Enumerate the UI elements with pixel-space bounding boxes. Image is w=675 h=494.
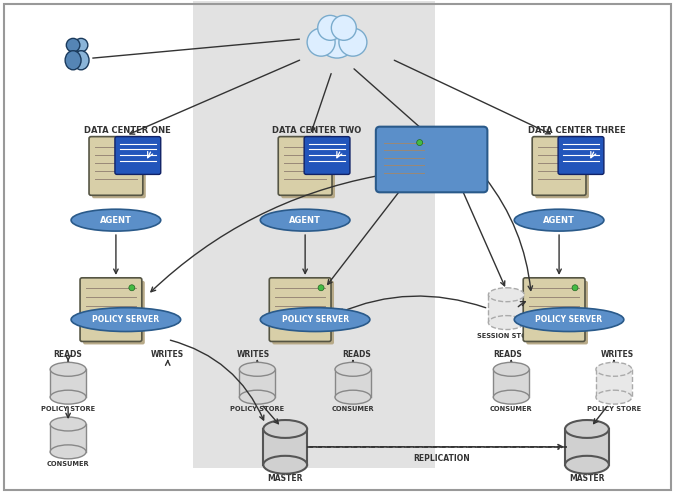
Polygon shape [240,370,275,397]
Text: AGENT: AGENT [100,216,132,225]
FancyBboxPatch shape [269,278,331,341]
Ellipse shape [565,420,609,438]
Ellipse shape [261,308,370,331]
Ellipse shape [514,308,624,331]
Circle shape [319,144,325,150]
FancyBboxPatch shape [80,278,142,341]
Ellipse shape [73,51,89,70]
Circle shape [66,39,80,52]
Text: READS: READS [342,350,371,359]
Ellipse shape [596,390,632,404]
FancyBboxPatch shape [378,133,429,188]
Ellipse shape [50,445,86,459]
FancyBboxPatch shape [376,126,487,192]
Circle shape [318,15,343,41]
FancyBboxPatch shape [281,140,335,198]
Text: POLICY SERVER: POLICY SERVER [535,315,603,324]
FancyBboxPatch shape [89,137,143,195]
Circle shape [416,140,423,146]
Ellipse shape [240,362,275,376]
Text: CONSUMER: CONSUMER [490,406,533,412]
Polygon shape [50,424,86,452]
Ellipse shape [493,362,529,376]
Ellipse shape [263,456,307,474]
FancyBboxPatch shape [115,137,161,174]
Text: CONSUMER: CONSUMER [331,406,374,412]
Text: POLICY STORE: POLICY STORE [230,406,284,412]
Text: POLICY STORE: POLICY STORE [41,406,95,412]
Circle shape [339,28,367,56]
Text: DATA CENTER TWO: DATA CENTER TWO [273,126,362,135]
Text: SESSION STORE: SESSION STORE [477,333,536,339]
Polygon shape [263,429,307,465]
Polygon shape [596,370,632,397]
Text: POLICY SERVER: POLICY SERVER [92,315,159,324]
Ellipse shape [263,420,307,438]
Circle shape [331,15,356,41]
Text: LOGIN SERVERS
WITH AGENT: LOGIN SERVERS WITH AGENT [398,148,466,167]
Circle shape [307,28,335,56]
Text: MASTER: MASTER [267,474,303,483]
Ellipse shape [50,390,86,404]
FancyBboxPatch shape [278,137,332,195]
Polygon shape [493,370,529,397]
Text: READS: READS [54,350,82,359]
Text: WRITES: WRITES [600,350,633,359]
Text: REPLICATION: REPLICATION [413,454,470,463]
Ellipse shape [489,288,524,302]
Ellipse shape [65,51,81,70]
Polygon shape [489,295,524,323]
FancyBboxPatch shape [381,136,433,191]
Circle shape [572,285,578,291]
Text: DATA CENTER ONE: DATA CENTER ONE [84,126,171,135]
Ellipse shape [514,209,604,231]
Ellipse shape [335,362,371,376]
Ellipse shape [261,209,350,231]
FancyBboxPatch shape [535,140,589,198]
Ellipse shape [565,456,609,474]
Ellipse shape [71,209,161,231]
Circle shape [129,285,135,291]
Polygon shape [335,370,371,397]
FancyBboxPatch shape [558,137,604,174]
Text: CONSUMER: CONSUMER [47,461,89,467]
Text: DATA CENTER THREE: DATA CENTER THREE [529,126,626,135]
Ellipse shape [493,390,529,404]
Polygon shape [50,370,86,397]
FancyBboxPatch shape [92,140,146,198]
FancyBboxPatch shape [532,137,586,195]
Polygon shape [565,429,609,465]
FancyBboxPatch shape [526,281,588,344]
Circle shape [318,285,324,291]
Ellipse shape [240,390,275,404]
Ellipse shape [50,362,86,376]
Text: MASTER: MASTER [569,474,605,483]
Bar [192,1,435,468]
Ellipse shape [596,362,632,376]
Circle shape [318,20,356,58]
FancyBboxPatch shape [304,137,350,174]
Text: WRITES: WRITES [151,350,184,359]
Ellipse shape [71,308,181,331]
Ellipse shape [489,316,524,329]
Circle shape [74,39,88,52]
FancyBboxPatch shape [83,281,145,344]
Text: AGENT: AGENT [543,216,575,225]
FancyBboxPatch shape [272,281,334,344]
Text: POLICY STORE: POLICY STORE [587,406,641,412]
Circle shape [573,144,579,150]
Text: READS: READS [493,350,522,359]
Ellipse shape [335,390,371,404]
Text: WRITES: WRITES [237,350,270,359]
Ellipse shape [50,417,86,431]
Text: AGENT: AGENT [289,216,321,225]
Circle shape [130,144,136,150]
FancyBboxPatch shape [523,278,585,341]
Text: POLICY SERVER: POLICY SERVER [281,315,349,324]
